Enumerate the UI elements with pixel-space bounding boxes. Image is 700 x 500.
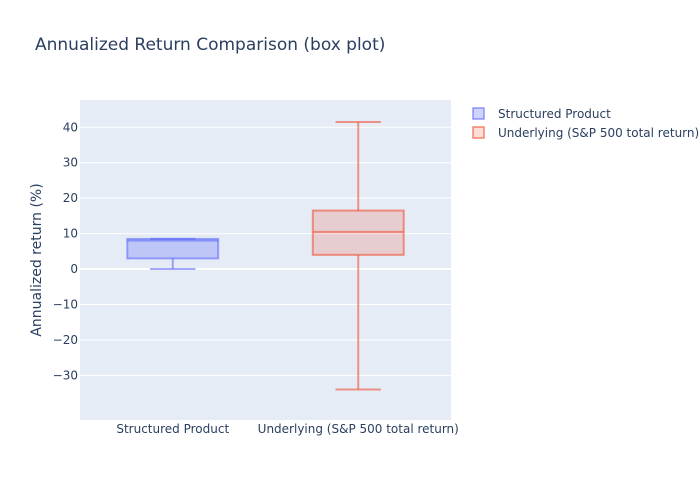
gridlines xyxy=(80,126,451,376)
x-axis-ticks: Structured Product Underlying (S&P 500 to… xyxy=(116,422,459,436)
legend[interactable]: Structured Product Underlying (S&P 500 to… xyxy=(472,107,699,140)
box-0 xyxy=(126,237,220,271)
legend-swatch-1 xyxy=(472,126,485,139)
boxes xyxy=(126,120,405,391)
legend-item-0[interactable]: Structured Product xyxy=(472,107,611,121)
y-axis-ticks: 40 30 20 10 0 −10 −20 −30 xyxy=(53,120,78,382)
chart-title: Annualized Return Comparison (box plot) xyxy=(35,35,385,55)
x-tick-label-0: Structured Product xyxy=(116,422,229,436)
y-tick-label-5: −10 xyxy=(53,297,78,311)
y-axis-title: Annualized return (%) xyxy=(29,183,45,336)
y-tick-label-3: 10 xyxy=(63,227,78,241)
box-1 xyxy=(311,120,405,391)
y-tick-label-1: 30 xyxy=(63,156,78,170)
y-tick-label-4: 0 xyxy=(70,262,78,276)
y-tick-label-2: 20 xyxy=(63,191,78,205)
legend-item-1[interactable]: Underlying (S&P 500 total return) xyxy=(472,126,699,140)
legend-swatch-0 xyxy=(472,107,485,120)
plot-area xyxy=(80,100,451,420)
y-tick-label-6: −20 xyxy=(53,333,78,347)
iqr-box-0 xyxy=(126,237,220,260)
y-tick-label-7: −30 xyxy=(53,368,78,382)
legend-label-1: Underlying (S&P 500 total return) xyxy=(498,126,699,140)
x-tick-label-1: Underlying (S&P 500 total return) xyxy=(258,422,459,436)
y-tick-label-0: 40 xyxy=(63,120,78,134)
legend-label-0: Structured Product xyxy=(498,107,611,121)
